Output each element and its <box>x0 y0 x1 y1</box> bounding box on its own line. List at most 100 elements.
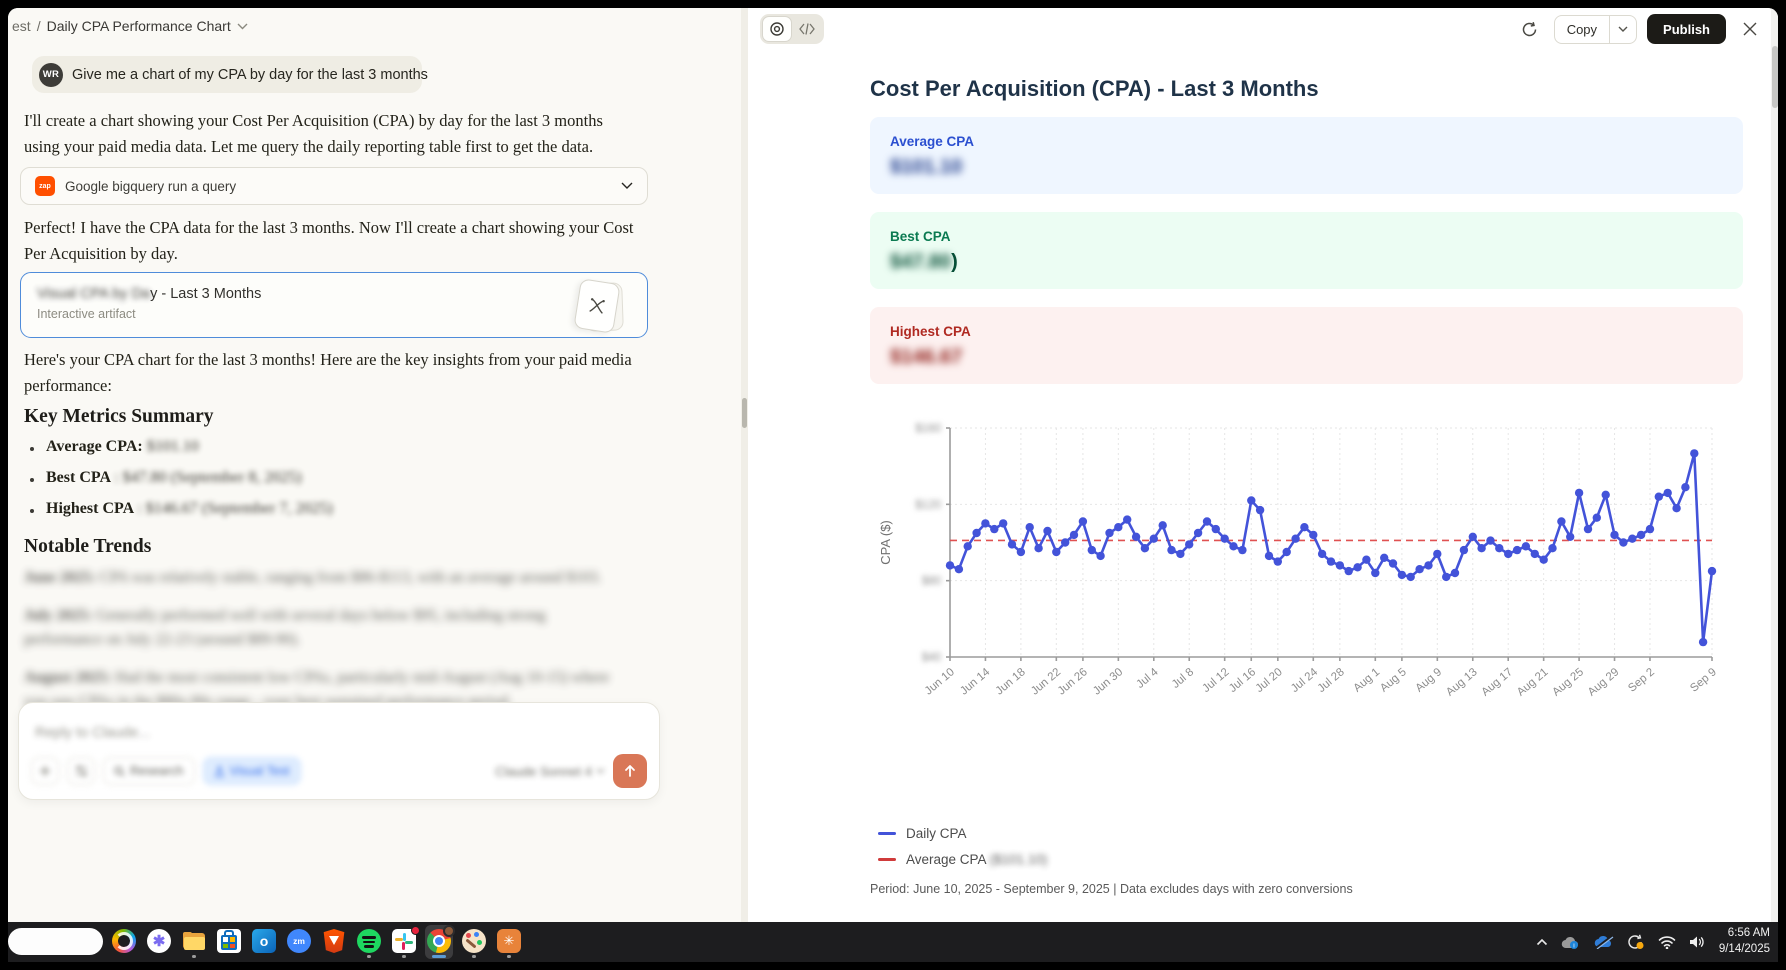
chevron-down-icon <box>596 768 605 774</box>
close-panel-button[interactable] <box>1736 15 1764 43</box>
plus-icon <box>40 766 50 776</box>
svg-text:Sep 2: Sep 2 <box>1626 666 1657 695</box>
svg-text:Jul 8: Jul 8 <box>1170 666 1196 691</box>
artifact-atom-icon <box>589 298 605 314</box>
flask-icon <box>214 765 224 777</box>
taskbar-icon-brave[interactable] <box>320 925 348 959</box>
chart-legend: Daily CPA Average CPA ($101.10) <box>878 826 1047 878</box>
scrollbar-thumb[interactable] <box>1771 46 1778 108</box>
panel-divider[interactable] <box>741 8 748 922</box>
model-selector[interactable]: Claude Sonnet 4 <box>495 764 605 779</box>
copy-button[interactable]: Copy <box>1566 21 1598 37</box>
taskbar-icon-copilot[interactable] <box>110 925 138 959</box>
scrollbar-track[interactable] <box>1771 8 1778 922</box>
chart-title: Cost Per Acquisition (CPA) - Last 3 Mont… <box>870 76 1319 101</box>
cloud-info-icon[interactable]: i <box>1561 935 1581 949</box>
breadcrumb-project[interactable]: est <box>12 18 31 34</box>
average-cpa-card: Average CPA $101.10 <box>870 117 1743 194</box>
artifact-panel: Copy Publish Cost Per Acquisition (CPA) … <box>748 8 1778 922</box>
average-cpa-swatch <box>878 858 896 861</box>
metrics-heading: Key Metrics Summary <box>24 406 214 427</box>
system-tray: i 6:56 AM 9/14/2025 <box>1536 922 1770 962</box>
taskbar-icon-file-explorer[interactable] <box>180 925 208 959</box>
code-toggle[interactable] <box>792 16 822 42</box>
send-button[interactable] <box>613 754 647 788</box>
taskbar-icon-starburst-app[interactable]: ✳ <box>495 925 523 959</box>
svg-text:Jun 22: Jun 22 <box>1029 666 1063 697</box>
taskbar-icon-outlook[interactable]: o <box>250 925 278 959</box>
taskbar-icon-zoom[interactable]: zm <box>285 925 313 959</box>
taskbar-search[interactable] <box>8 928 103 955</box>
app-window: est / Daily CPA Performance Chart WR Giv… <box>8 8 1778 922</box>
attach-button[interactable] <box>31 757 59 785</box>
svg-text:Sep 9: Sep 9 <box>1688 666 1719 695</box>
visual-test-chip[interactable]: Visual Test <box>202 757 301 785</box>
preview-eye-icon <box>770 22 784 36</box>
artifact-card[interactable]: Visual CPA by Day - Last 3 Months Intera… <box>20 272 648 338</box>
artifact-actions: Copy Publish <box>1516 14 1764 44</box>
svg-text:$160: $160 <box>915 423 941 435</box>
tray-chevron-up-icon[interactable] <box>1536 938 1548 946</box>
breadcrumb[interactable]: est / Daily CPA Performance Chart <box>12 18 248 34</box>
reply-composer[interactable]: Reply to Claude... Research Visual Test … <box>18 702 660 800</box>
clock[interactable]: 6:56 AM 9/14/2025 <box>1719 926 1770 957</box>
svg-text:Aug 5: Aug 5 <box>1378 666 1409 695</box>
composer-toolbar: Research Visual Test Claude Sonnet 4 <box>31 754 647 788</box>
taskbar-icon-microsoft-store[interactable] <box>215 925 243 959</box>
taskbar: ✱ o zm ✳ i 6:56 AM 9/14/2025 <box>8 922 1778 962</box>
taskbar-icon-spotify[interactable] <box>355 925 383 959</box>
trend-paragraph: July 2025: Generally performed well with… <box>24 607 546 649</box>
wifi-icon[interactable] <box>1658 935 1676 949</box>
chevron-down-icon[interactable] <box>621 182 633 190</box>
publish-button[interactable]: Publish <box>1647 14 1726 44</box>
tool-call-card[interactable]: zap Google bigquery run a query <box>20 167 648 205</box>
preview-toggle[interactable] <box>762 16 792 42</box>
notification-badge <box>411 926 420 935</box>
tools-button[interactable] <box>67 757 95 785</box>
reply-input[interactable]: Reply to Claude... <box>35 725 151 741</box>
close-icon <box>1743 22 1757 36</box>
zapier-icon: zap <box>35 176 55 196</box>
trends-heading: Notable Trends <box>24 536 152 557</box>
tray-date: 9/14/2025 <box>1718 943 1770 955</box>
sync-update-icon[interactable] <box>1627 934 1645 950</box>
chevron-down-icon[interactable] <box>237 23 248 30</box>
chat-panel: est / Daily CPA Performance Chart WR Giv… <box>8 8 741 922</box>
breadcrumb-separator: / <box>36 18 41 34</box>
artifact-thumbnail[interactable] <box>573 278 621 334</box>
taskbar-icon-chrome[interactable] <box>425 925 455 959</box>
svg-text:CPA ($): CPA ($) <box>878 520 893 565</box>
running-indicator <box>472 955 476 958</box>
assistant-paragraph-1: I'll create a chart showing your Cost Pe… <box>24 111 603 157</box>
running-indicator <box>507 955 511 958</box>
highest-cpa-value: $146.67 <box>890 346 963 368</box>
refresh-button[interactable] <box>1516 15 1544 43</box>
copy-dropdown[interactable] <box>1610 26 1636 33</box>
legend-average-cpa: Average CPA ($101.10) <box>878 852 1047 867</box>
svg-text:Aug 17: Aug 17 <box>1479 666 1515 699</box>
svg-text:i: i <box>1573 943 1574 950</box>
daily-cpa-legend-label: Daily CPA <box>906 826 967 841</box>
taskbar-icon-flower-app[interactable]: ✱ <box>145 925 173 959</box>
conversation-title[interactable]: Daily CPA Performance Chart <box>46 18 231 34</box>
average-cpa-value: $101.10 <box>890 156 963 178</box>
average-cpa-label: Average CPA <box>890 134 975 149</box>
onedrive-off-icon[interactable] <box>1594 935 1614 949</box>
svg-text:Jul 12: Jul 12 <box>1200 666 1231 695</box>
sliders-icon <box>75 765 87 777</box>
legend-daily-cpa: Daily CPA <box>878 826 1047 841</box>
volume-icon[interactable] <box>1689 935 1706 949</box>
taskbar-icon-paint[interactable] <box>460 925 488 959</box>
taskbar-icons: ✱ o zm ✳ <box>110 925 523 959</box>
svg-text:Aug 25: Aug 25 <box>1550 666 1586 699</box>
svg-text:Aug 9: Aug 9 <box>1414 666 1445 695</box>
taskbar-icon-slack[interactable] <box>390 925 420 959</box>
running-indicator <box>192 955 196 958</box>
panel-divider-handle[interactable] <box>742 398 747 428</box>
svg-text:Aug 29: Aug 29 <box>1586 666 1622 699</box>
research-chip[interactable]: Research <box>103 757 195 785</box>
artifact-subtitle: Interactive artifact <box>37 307 136 321</box>
tool-call-label: Google bigquery run a query <box>65 178 237 194</box>
highest-cpa-card: Highest CPA $146.67 <box>870 307 1743 384</box>
